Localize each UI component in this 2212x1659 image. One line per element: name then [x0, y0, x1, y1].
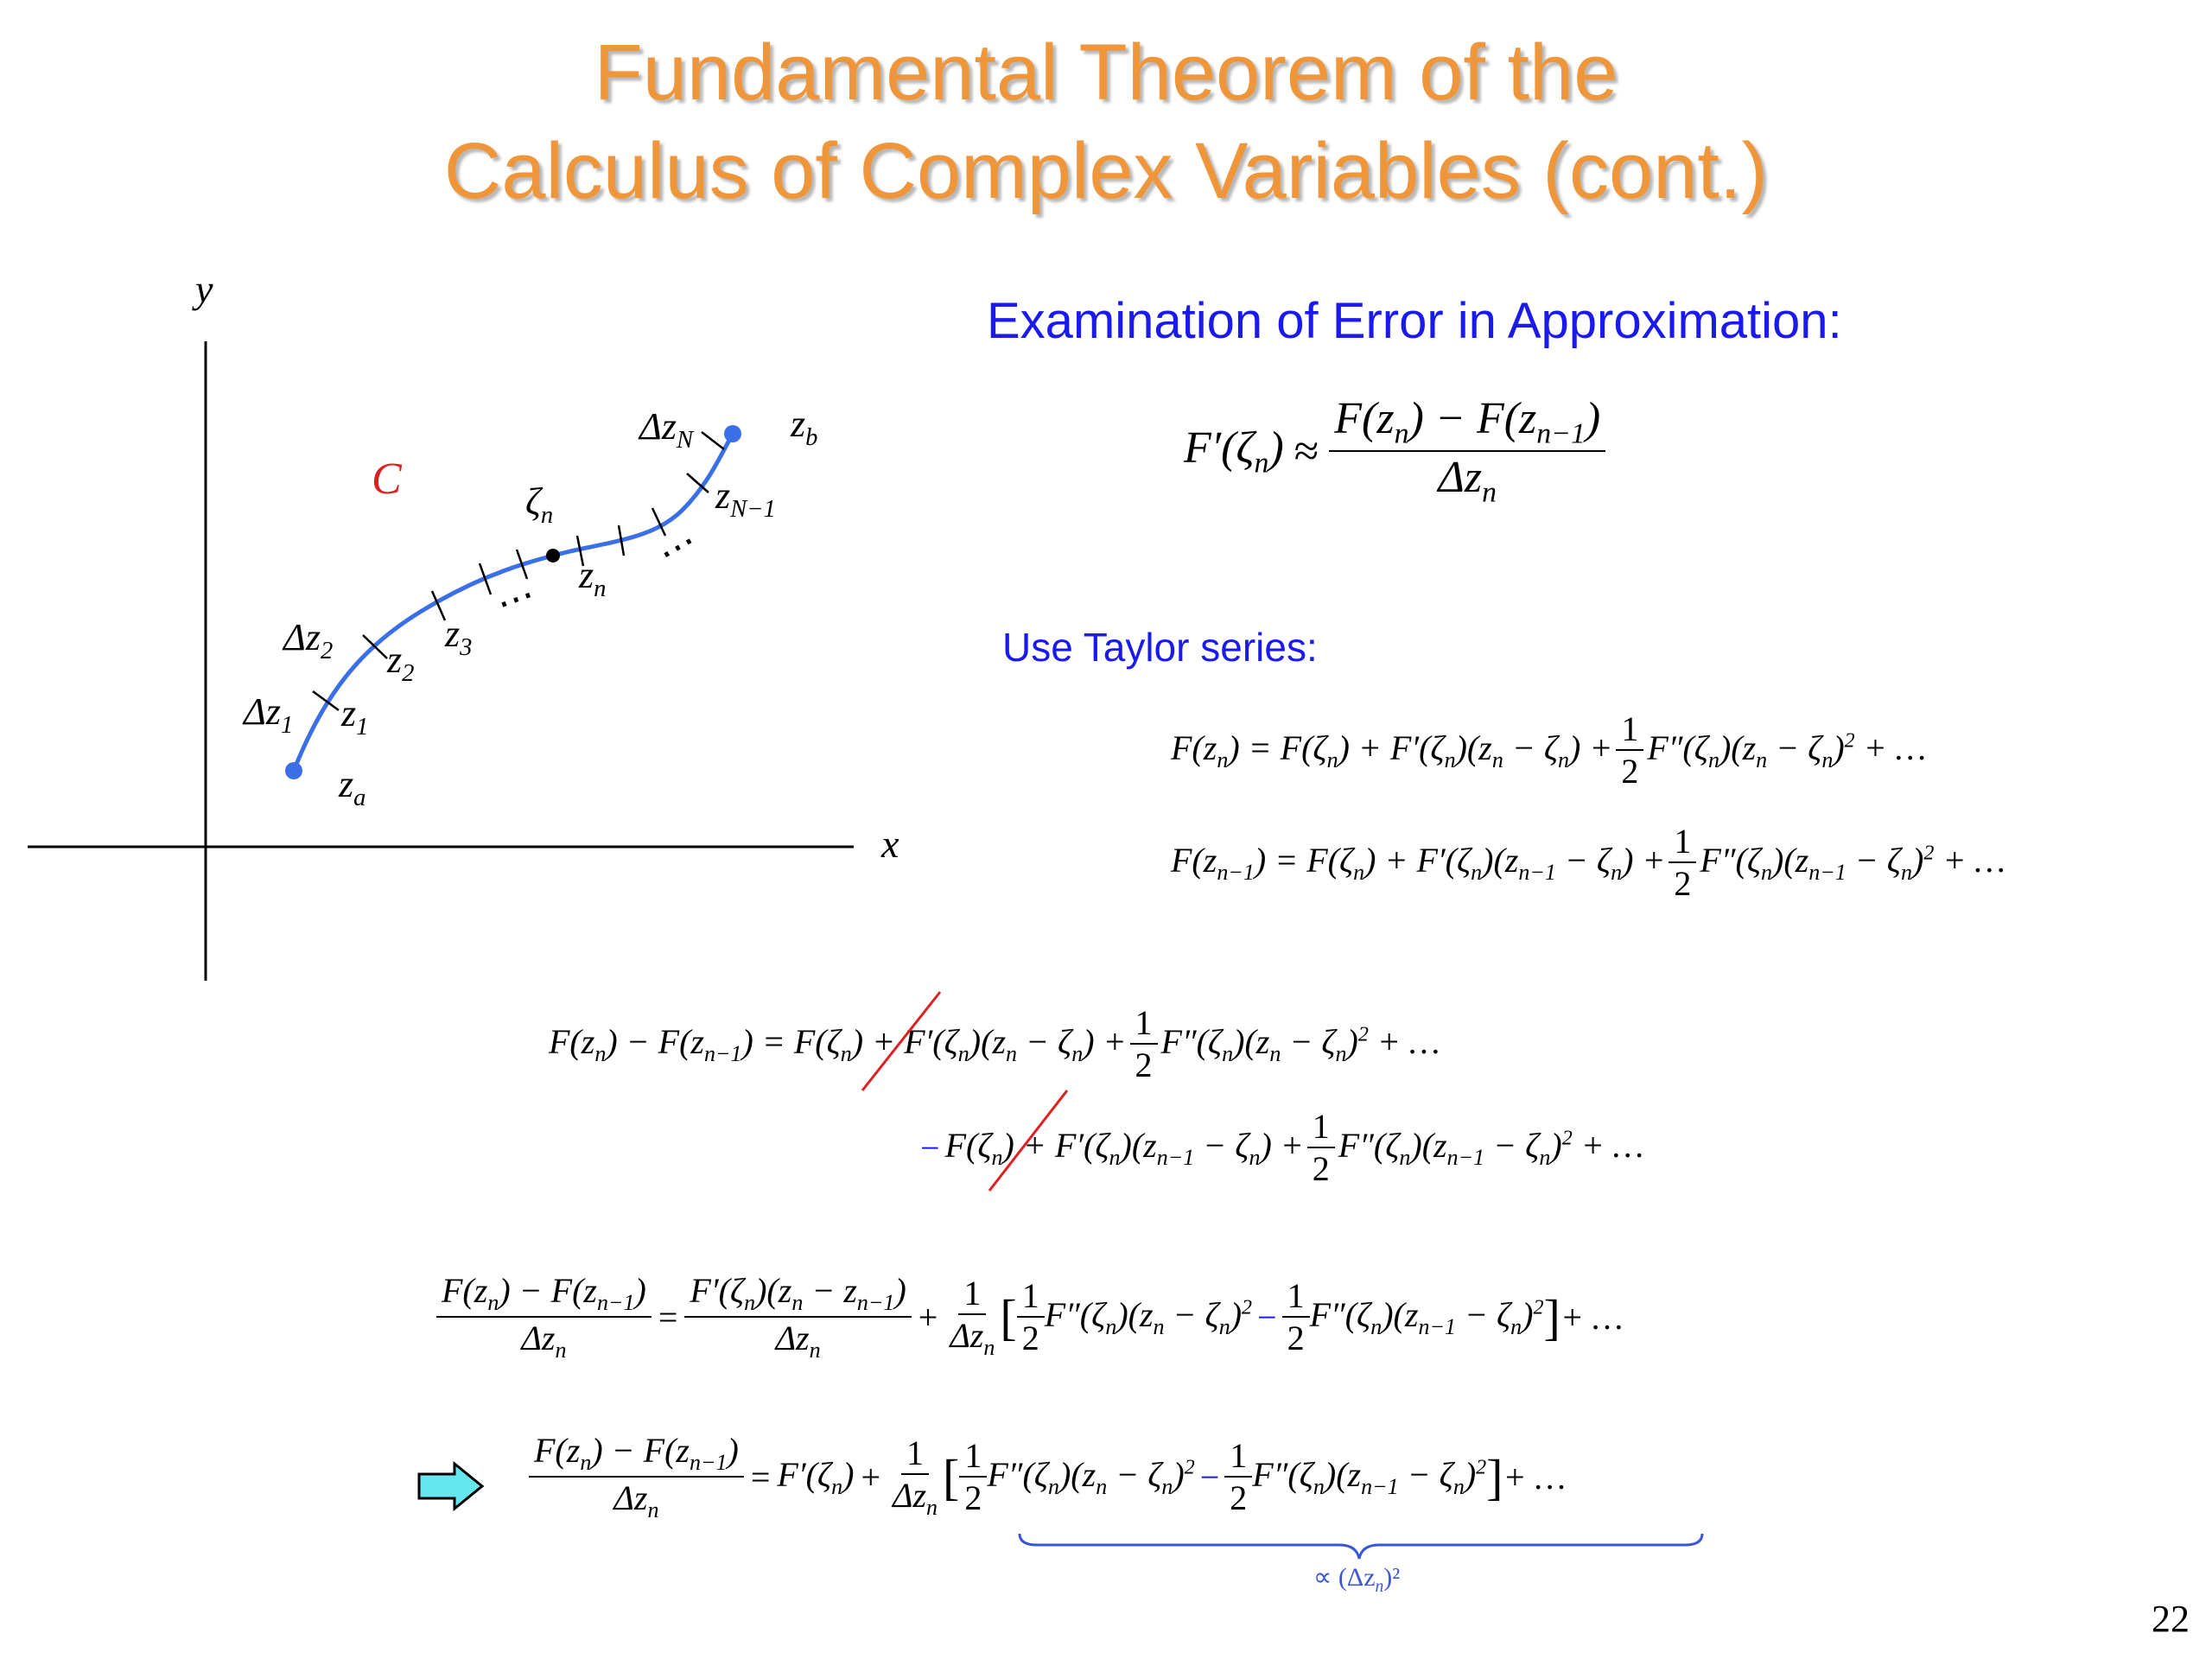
- label-zN-minus-1: zN−1: [715, 474, 776, 523]
- point-zb: [724, 425, 741, 442]
- page-number: 22: [2152, 1598, 2190, 1640]
- point-zeta-n: [546, 549, 560, 563]
- curve-label-c: C: [372, 454, 402, 504]
- heading-taylor-series: Use Taylor series:: [1002, 625, 1318, 670]
- underbrace: [1018, 1533, 1704, 1560]
- equation-difference-line1: F(zn) − F(zn−1) = F(ζn) + F′(ζn)(zn − ζn…: [549, 1003, 1440, 1084]
- point-za: [285, 762, 302, 779]
- tick-marks: [312, 431, 725, 712]
- slide-title-line2: Calculus of Complex Variables (cont.): [443, 127, 1769, 215]
- y-axis-label: y: [195, 267, 213, 311]
- slide-title-line1: Fundamental Theorem of the: [594, 29, 1618, 117]
- heading-error-examination: Examination of Error in Approximation:: [987, 293, 1842, 349]
- label-delta-z2: Δz2: [283, 616, 334, 664]
- strike-line-1: [861, 991, 942, 1091]
- brace-label: ∝ (Δzn)²: [1313, 1563, 1401, 1596]
- strike-line-2: [988, 1090, 1069, 1192]
- equation-derivative-approx: F′(ζn) ≈ F(zn) − F(zn−1) Δzn: [1184, 393, 1606, 510]
- label-zb: zb: [791, 403, 818, 451]
- label-z2: z2: [387, 639, 415, 687]
- label-z1: z1: [341, 692, 369, 741]
- label-z3: z3: [445, 613, 473, 661]
- label-delta-z1: Δz1: [244, 690, 294, 739]
- implies-arrow-icon: [417, 1460, 485, 1512]
- equation-divided: F(zn) − F(zn−1) Δzn = F′(ζn)(zn − zn−1) Δz…: [436, 1270, 1623, 1363]
- label-zn: zn: [579, 554, 607, 602]
- label-zeta-n: ζn: [525, 480, 554, 529]
- x-axis-label: x: [881, 822, 899, 866]
- label-delta-zN: ΔzN: [639, 405, 694, 454]
- label-za: za: [339, 763, 366, 811]
- contour-diagram: [28, 341, 854, 981]
